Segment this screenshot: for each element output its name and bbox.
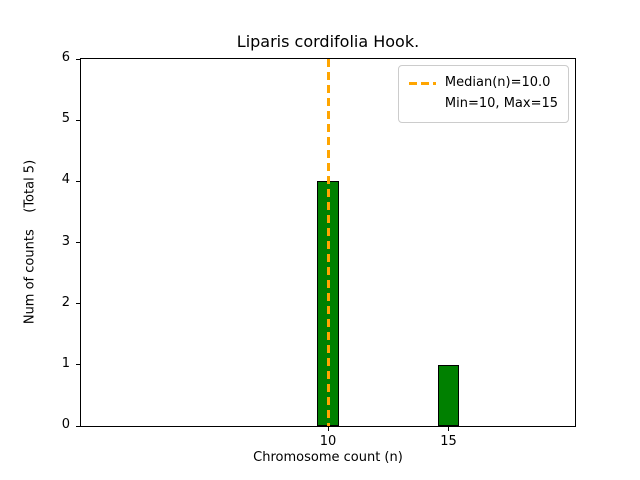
y-tick-label-1: 1: [61, 355, 70, 371]
y-tick-label-4: 4: [61, 172, 70, 188]
x-tick-15: [447, 427, 449, 431]
y-tick-label-2: 2: [61, 294, 70, 310]
legend-label-median: Median(n)=10.0: [444, 75, 551, 90]
y-tick-label-5: 5: [61, 111, 70, 127]
plot-area: Median(n)=10.0 Min=10, Max=15: [80, 58, 576, 427]
y-tick-4: [76, 180, 80, 182]
y-tick-label-0: 0: [61, 417, 70, 432]
median-line: [326, 59, 330, 426]
legend: Median(n)=10.0 Min=10, Max=15: [397, 65, 569, 123]
bar-15: [437, 364, 460, 426]
x-tick-label-15: 15: [440, 434, 457, 449]
y-tick-1: [76, 364, 80, 366]
x-tick-10: [327, 427, 329, 431]
x-axis-label: Chromosome count (n): [253, 450, 403, 465]
y-axis-label: Num of counts (Total 5): [22, 159, 38, 325]
legend-entry-median: Median(n)=10.0: [408, 73, 558, 94]
y-tick-5: [76, 119, 80, 121]
y-tick-label-6: 6: [61, 50, 70, 65]
legend-label-minmax: Min=10, Max=15: [444, 95, 558, 111]
y-tick-0: [76, 425, 80, 427]
chart-title: Liparis cordifolia Hook.: [236, 32, 420, 51]
legend-entry-minmax: Min=10, Max=15: [409, 94, 558, 115]
legend-empty-handle: [409, 103, 436, 106]
x-tick-label-10: 10: [319, 434, 337, 449]
y-tick-6: [76, 58, 80, 60]
y-tick-3: [76, 242, 80, 243]
median-dashed-line-icon: [408, 81, 436, 85]
y-tick-label-3: 3: [61, 233, 70, 249]
y-tick-2: [76, 303, 80, 305]
